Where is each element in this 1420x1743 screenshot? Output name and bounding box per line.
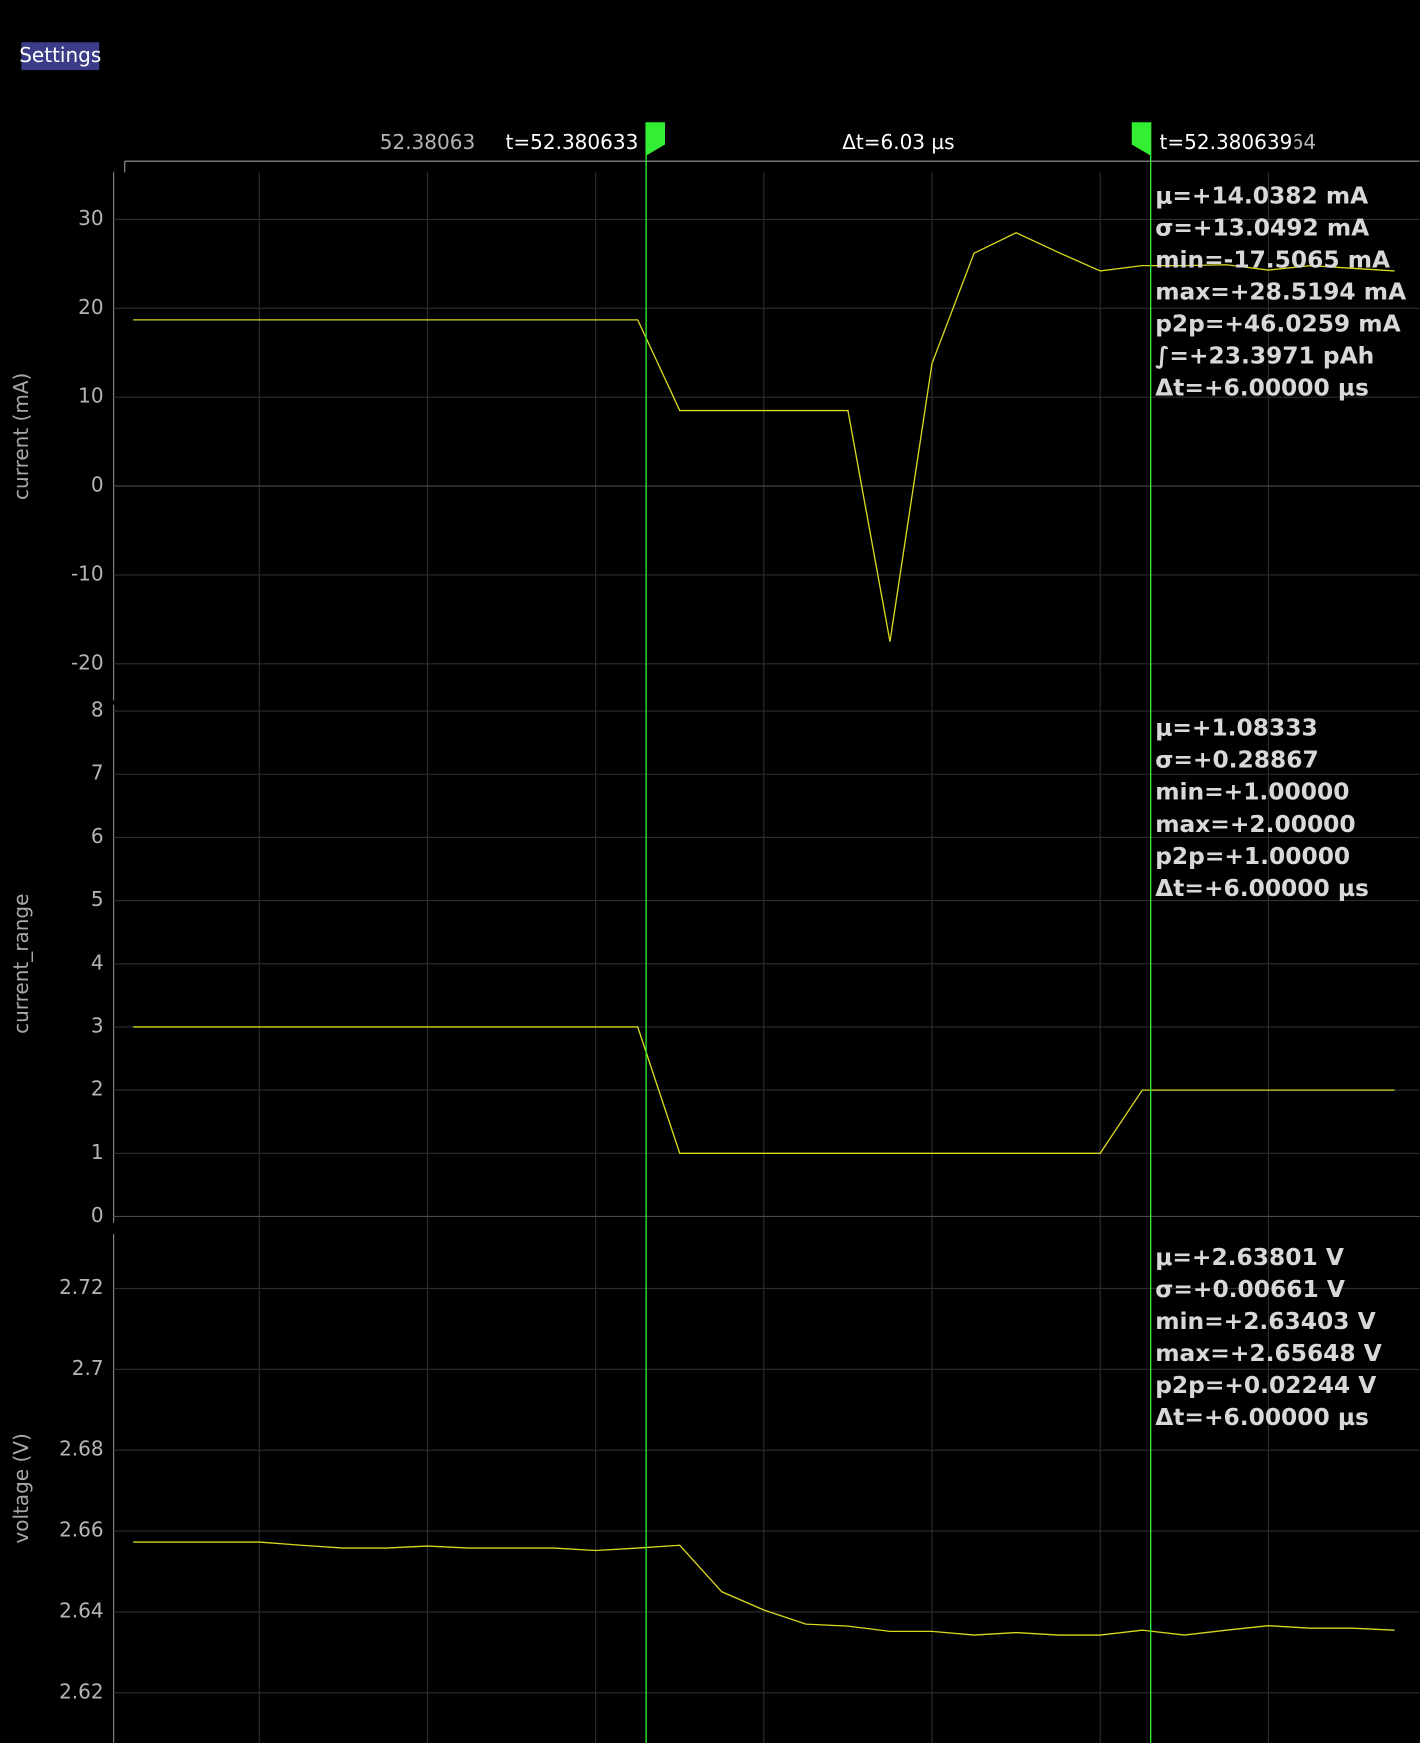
stat-line: max=+2.00000 [1155,810,1355,838]
cursor-label: t=52.380639 [1160,130,1293,154]
series-line [133,232,1395,642]
y-tick-label: 2 [91,1077,104,1101]
y-tick-label: -20 [71,650,104,674]
stat-line: p2p=+0.02244 V [1155,1371,1376,1399]
stat-line: p2p=+1.00000 [1155,842,1350,870]
x-tick-label: 52.38063 [380,130,475,154]
y-tick-label: -10 [71,561,104,585]
stat-line: σ=+13.0492 mA [1155,213,1369,241]
y-tick-label: 8 [91,698,104,722]
series-line [133,1541,1395,1636]
settings-label[interactable]: Settings [19,43,101,67]
stat-line: σ=+0.00661 V [1155,1275,1345,1303]
stat-line: Δt=+6.00000 µs [1155,1403,1369,1431]
stat-line: ∫=+23.3971 pAh [1155,341,1374,369]
series-line [133,1026,1395,1154]
y-tick-label: 6 [91,824,104,848]
stat-line: max=+28.5194 mA [1155,277,1406,305]
cursor-flag[interactable] [1131,122,1151,156]
y-axis-label: current_range [9,894,33,1034]
y-tick-label: 2.7 [72,1356,104,1380]
stat-line: p2p=+46.0259 mA [1155,309,1400,337]
stat-line: min=+1.00000 [1155,778,1349,806]
stat-line: min=+2.63403 V [1155,1307,1375,1335]
stat-line: Δt=+6.00000 µs [1155,874,1369,902]
y-tick-label: 2.62 [59,1679,104,1703]
y-tick-label: 2.64 [59,1598,104,1622]
y-tick-label: 10 [78,384,103,408]
y-tick-label: 1 [91,1140,104,1164]
stat-line: μ=+1.08333 [1155,714,1318,742]
y-tick-label: 30 [78,206,103,230]
cursor-flag[interactable] [646,122,666,156]
y-tick-label: 0 [91,473,104,497]
y-tick-label: 2.68 [59,1437,104,1461]
cursor-label: t=52.380633 [506,130,639,154]
stat-line: max=+2.65648 V [1155,1339,1382,1367]
cursor-delta: Δt=6.03 µs [842,130,954,154]
cursor-label-bg [1157,128,1295,156]
stat-line: μ=+2.63801 V [1155,1243,1344,1271]
y-tick-label: 3 [91,1013,104,1037]
cursor-label-bg [503,128,641,156]
y-tick-label: 7 [91,761,104,785]
stat-line: Δt=+6.00000 µs [1155,373,1369,401]
y-tick-label: 20 [78,295,103,319]
stat-line: μ=+14.0382 mA [1155,181,1368,209]
stat-line: σ=+0.28867 [1155,746,1319,774]
y-tick-label: 2.66 [59,1518,104,1542]
y-axis-label: voltage (V) [9,1433,33,1543]
y-tick-label: 0 [91,1203,104,1227]
stat-line: min=-17.5065 mA [1155,245,1390,273]
y-tick-label: 2.72 [59,1275,104,1299]
y-tick-label: 4 [91,950,104,974]
y-tick-label: 5 [91,887,104,911]
settings-button[interactable] [21,42,100,71]
y-axis-label: current (mA) [9,373,33,500]
